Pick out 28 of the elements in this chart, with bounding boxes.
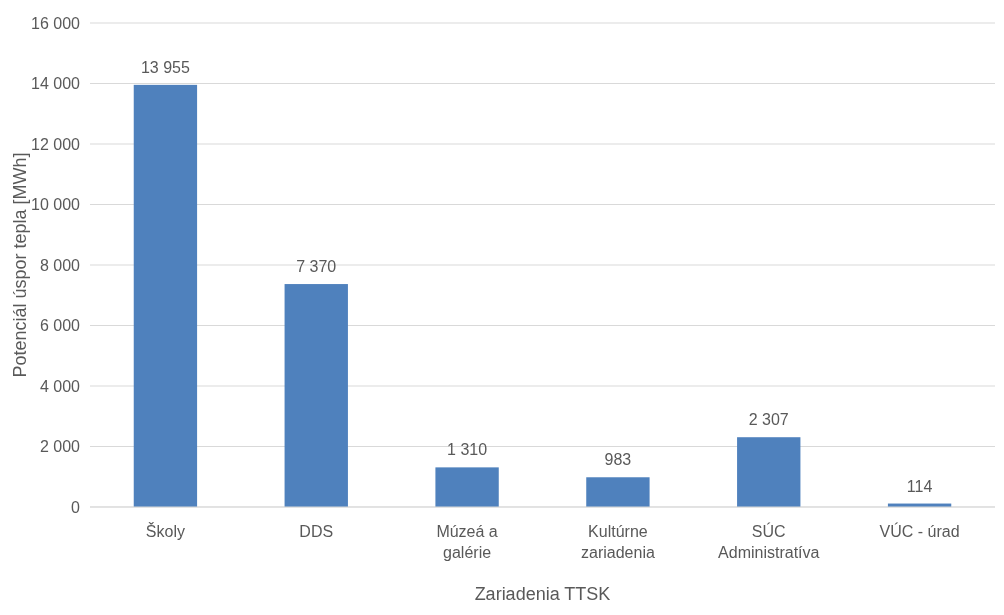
data-label: 983 — [604, 451, 632, 469]
y-tick-label: 8 000 — [39, 256, 81, 274]
y-tick-label: 10 000 — [31, 196, 81, 214]
bar — [737, 437, 801, 507]
data-label: 114 — [906, 477, 933, 495]
bar — [133, 84, 198, 507]
y-tick-label: 16 000 — [31, 14, 81, 32]
y-tick-label: 4 000 — [39, 377, 81, 395]
y-tick-label: 2 000 — [39, 438, 81, 456]
x-tick-label: Múzeá a galérie — [436, 523, 498, 561]
x-tick-label: Kultúrne zariadenia — [581, 523, 655, 561]
data-label: 2 307 — [748, 411, 789, 429]
x-tick-label: Školy — [145, 522, 185, 540]
bar — [284, 284, 348, 507]
bar — [435, 467, 499, 507]
bar — [586, 477, 650, 507]
data-label: 13 955 — [140, 58, 190, 76]
x-tick-label: DDS — [299, 523, 334, 540]
x-tick-label: VÚC - úrad — [879, 522, 960, 540]
x-axis-title: Zariadenia TTSK — [474, 584, 611, 604]
y-tick-label: 12 000 — [31, 135, 81, 153]
y-tick-label: 0 — [71, 498, 81, 516]
data-label: 7 370 — [296, 258, 337, 276]
data-label: 1 310 — [447, 441, 488, 459]
y-tick-label: 6 000 — [39, 317, 81, 335]
y-axis-title: Potenciál úspor tepla [MWh] — [10, 152, 30, 378]
y-tick-label: 14 000 — [31, 75, 81, 93]
x-tick-label: SÚC Administratíva — [718, 522, 820, 561]
